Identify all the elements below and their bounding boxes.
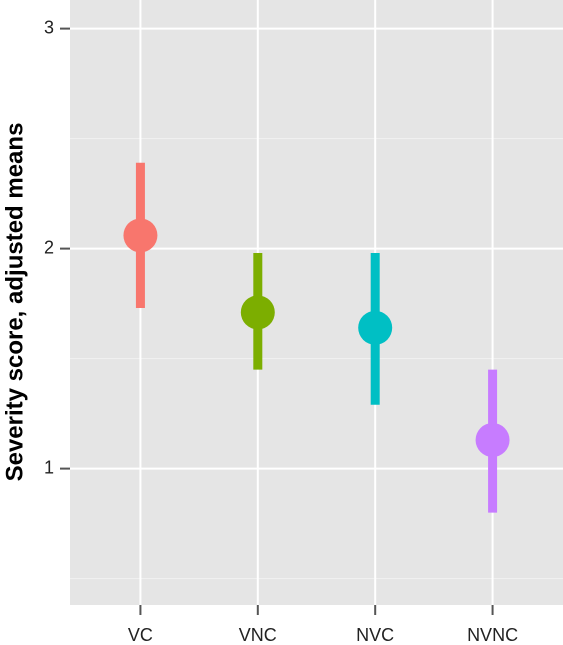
plot-panel xyxy=(70,0,563,605)
point xyxy=(123,218,158,253)
point xyxy=(475,423,510,457)
y-tick-label: 2 xyxy=(44,237,54,257)
y-axis-title: Severity score, adjusted means xyxy=(1,123,28,482)
x-tick-label: NVC xyxy=(356,625,394,645)
x-tick-label: VC xyxy=(128,625,153,645)
y-tick-label: 3 xyxy=(44,17,54,37)
point xyxy=(358,310,393,345)
x-tick-label: NVNC xyxy=(467,625,518,645)
y-tick-label: 1 xyxy=(44,457,54,477)
point xyxy=(240,295,275,330)
x-tick-label: VNC xyxy=(239,625,277,645)
